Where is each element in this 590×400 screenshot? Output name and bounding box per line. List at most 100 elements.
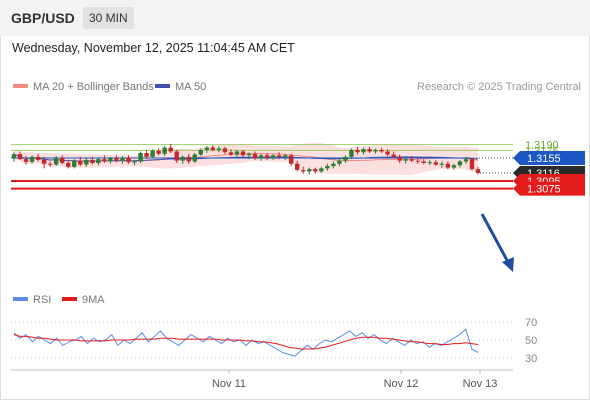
candle-body: [198, 149, 204, 155]
currency-pair-title: GBP/USD: [11, 10, 75, 26]
level-tag: [513, 181, 585, 196]
candle-body: [132, 161, 137, 163]
rsi-legend-label: RSI: [33, 294, 51, 306]
candle-body: [397, 156, 402, 161]
rsi9-legend-swatch: [62, 297, 77, 301]
candle-body: [427, 162, 432, 164]
candle-body: [367, 149, 372, 152]
ma50-legend-swatch: [155, 84, 170, 88]
candle-body: [228, 152, 234, 155]
candle-body: [415, 160, 420, 162]
candle-body: [192, 154, 197, 162]
candle-body: [421, 161, 426, 163]
candle-body: [41, 159, 47, 164]
bollinger-band: [13, 142, 479, 175]
candle-body: [84, 159, 89, 165]
x-tick-label: Nov 13: [463, 378, 498, 390]
rsi9-line: [13, 334, 479, 350]
bb-band-fill: [14, 142, 478, 175]
candle-body: [240, 151, 246, 156]
candle-body: [234, 151, 240, 155]
candle-body: [475, 169, 481, 173]
timestamp: Wednesday, November 12, 2025 11:04:45 AM…: [12, 41, 295, 55]
candle-body: [11, 154, 17, 158]
candle-body: [463, 159, 469, 162]
candle-body: [144, 153, 149, 157]
forecast-arrow: [480, 213, 514, 272]
candle-body: [331, 163, 336, 167]
x-tick-label: Nov 11: [212, 378, 246, 390]
candle-body: [325, 166, 330, 169]
candle-body: [120, 157, 125, 161]
candle-body: [72, 160, 77, 167]
candle-body: [102, 159, 107, 162]
candle-body: [53, 158, 59, 165]
candle-body: [258, 155, 264, 159]
candle-body: [385, 151, 390, 155]
candle-body: [349, 149, 354, 157]
candle-body: [319, 168, 324, 172]
candle-body: [174, 151, 179, 161]
candle-body: [66, 162, 71, 167]
candle-body: [301, 169, 306, 172]
candle-body: [373, 149, 378, 152]
candle-body: [403, 159, 408, 161]
rsi-legend-swatch: [13, 297, 28, 301]
rsi-tick-label: 70: [525, 317, 537, 329]
candle-body: [252, 153, 258, 159]
candle-body: [288, 155, 294, 164]
candle-body: [126, 157, 131, 163]
candle-body: [35, 156, 41, 160]
x-tick-label: Nov 12: [384, 378, 419, 390]
candle-body: [307, 169, 312, 172]
x-axis-ticks: Nov 11 Nov 12 Nov 13: [212, 370, 497, 390]
candle-body: [180, 156, 185, 161]
candle-body: [409, 159, 414, 161]
candle-body: [114, 158, 119, 161]
rsi-tick-label: 50: [525, 335, 537, 347]
candle-body: [222, 148, 228, 153]
candle-body: [150, 150, 155, 157]
candle-body: [270, 155, 276, 158]
candle-body: [156, 150, 161, 154]
bb-legend-swatch: [13, 84, 28, 88]
candle-body: [17, 154, 23, 160]
rsi-line: [13, 328, 479, 357]
candle-body: [313, 169, 318, 172]
timeframe-badge[interactable]: 30 MIN: [83, 7, 134, 29]
rsi-lines: [13, 328, 479, 357]
candle-body: [439, 163, 445, 165]
candle-body: [108, 158, 113, 162]
candle-body: [29, 156, 35, 162]
level-label: 1.3155: [527, 153, 561, 165]
rsi-grid: 70 50 30: [11, 317, 537, 365]
candle-body: [355, 149, 360, 153]
candle-body: [391, 154, 396, 157]
candle-body: [379, 149, 384, 152]
candle-body: [282, 155, 288, 157]
candle-body: [433, 162, 439, 165]
candle-body: [361, 149, 366, 153]
candle-body: [246, 153, 252, 156]
candle-body: [343, 156, 348, 161]
candle-body: [138, 153, 143, 162]
candle-body: [47, 163, 53, 165]
rsi9-legend-label: 9MA: [82, 294, 105, 306]
candle-body: [469, 159, 475, 170]
candle-body: [168, 147, 173, 152]
candle-body: [78, 160, 83, 165]
candles: [11, 143, 481, 175]
rsi-tick-label: 30: [525, 353, 537, 365]
candle-body: [162, 147, 167, 154]
copyright-text: Research © 2025 Trading Central: [417, 81, 581, 93]
candle-body: [96, 159, 101, 163]
level-label: 1.3190: [525, 140, 559, 152]
candle-body: [276, 155, 282, 157]
candle-body: [60, 158, 65, 163]
candle-body: [204, 147, 210, 150]
candle-body: [216, 148, 222, 150]
level-label: 1.3075: [527, 184, 561, 196]
